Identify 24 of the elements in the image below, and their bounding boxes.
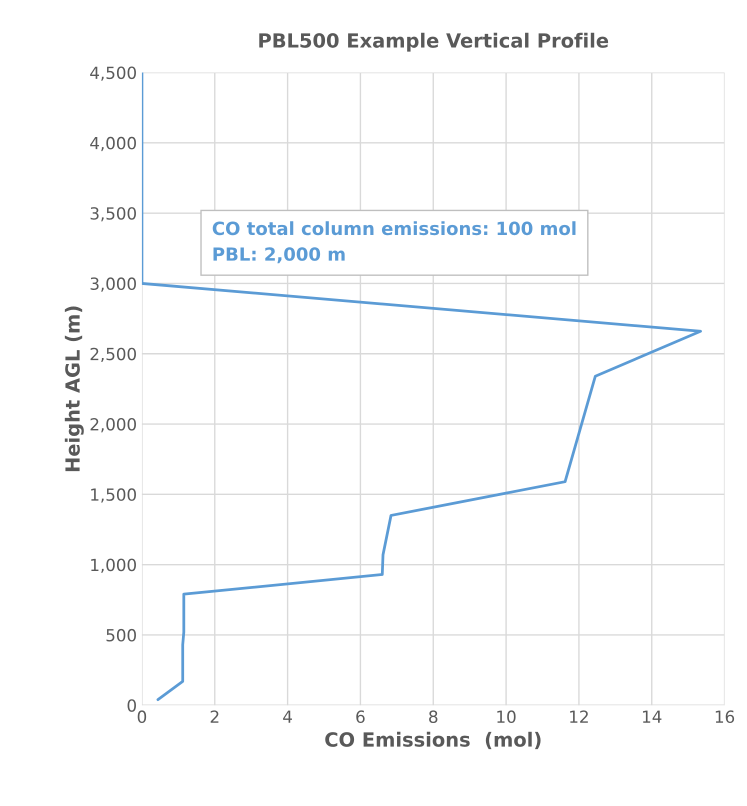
chart-title: PBL500 Example Vertical Profile bbox=[259, 32, 608, 52]
x-axis-title: CO Emissions (mol) bbox=[325, 732, 541, 750]
x-tick-label: 4 bbox=[283, 710, 292, 723]
y-tick-label: 1,000 bbox=[91, 558, 136, 573]
y-tick-label: 2,500 bbox=[90, 348, 136, 362]
x-tick-label: 0 bbox=[138, 710, 146, 724]
x-tick-label: 10 bbox=[497, 710, 516, 724]
y-axis-title: Height AGL (m) bbox=[64, 306, 84, 472]
y-tick-label: 4,500 bbox=[90, 66, 136, 81]
y-tick-label: 4,000 bbox=[90, 136, 136, 152]
y-tick-label: 0 bbox=[128, 699, 136, 712]
y-tick-label: 3,500 bbox=[90, 207, 136, 222]
x-tick-label: 16 bbox=[716, 710, 734, 724]
x-tick-label: 8 bbox=[429, 710, 438, 724]
y-tick-label: 3,000 bbox=[90, 277, 136, 292]
y-tick-label: 1,500 bbox=[91, 488, 136, 503]
annotation: CO total column emissions: 100 mol PBL: 2,000 m bbox=[212, 221, 576, 264]
y-tick-label: 2,000 bbox=[90, 418, 136, 432]
x-tick-label: 6 bbox=[356, 710, 365, 724]
line-series bbox=[142, 72, 702, 702]
x-tick-label: 14 bbox=[642, 710, 662, 723]
y-tick-label: 500 bbox=[106, 628, 136, 642]
x-tick-label: 2 bbox=[210, 710, 218, 723]
x-tick-label: 12 bbox=[570, 710, 588, 723]
